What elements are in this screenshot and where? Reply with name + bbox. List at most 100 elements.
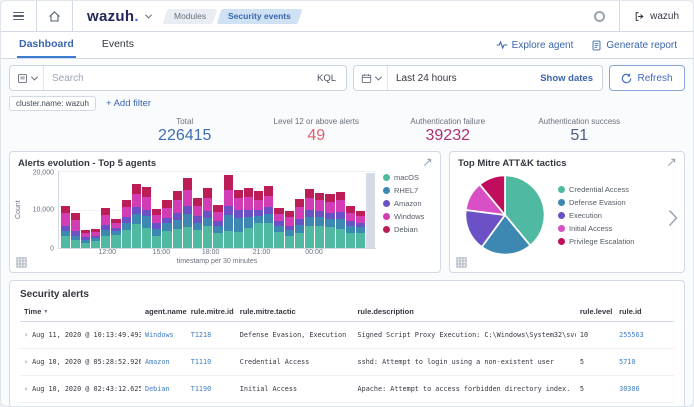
health-status-button[interactable] <box>579 1 619 31</box>
column-header-rule-mitre-id[interactable]: rule.mitre.id <box>186 303 236 322</box>
stacked-bar[interactable] <box>345 171 355 248</box>
cell-rule-mitre-id[interactable]: T1190 <box>186 375 236 403</box>
inspect-data-icon[interactable] <box>16 257 27 268</box>
generate-report-link[interactable]: Generate report <box>591 40 677 51</box>
stacked-bar[interactable] <box>305 171 315 248</box>
cell-rule-mitre-id[interactable]: T1218 <box>186 321 236 349</box>
cell-agent-name[interactable]: Windows <box>140 321 187 349</box>
inspect-data-icon[interactable] <box>456 257 467 268</box>
cell-rule-id[interactable]: 255563 <box>615 321 674 349</box>
pie-slice-defense-evasion[interactable] <box>480 214 532 256</box>
bar-segment-amazon <box>70 231 80 236</box>
legend-item-amazon[interactable]: Amazon <box>383 199 432 208</box>
cell-rule-id[interactable]: 5710 <box>615 348 674 376</box>
breadcrumb-modules[interactable]: Modules <box>162 8 218 24</box>
column-header-rule-description[interactable]: rule.description <box>353 303 576 322</box>
pie-slice-credential-access[interactable] <box>504 174 546 247</box>
legend-dot <box>383 226 390 233</box>
stacked-bar[interactable] <box>243 171 254 248</box>
menu-button[interactable] <box>1 1 37 31</box>
bar-segment-debian <box>345 206 355 213</box>
stacked-bar[interactable] <box>233 171 243 248</box>
add-filter-button[interactable]: + Add filter <box>105 98 152 109</box>
bar-segment-rhel7 <box>335 218 345 229</box>
stacked-bar[interactable] <box>192 171 203 248</box>
legend-item-macos[interactable]: macOS <box>383 173 432 182</box>
stacked-bar[interactable] <box>284 171 294 248</box>
legend-item-defense-evasion[interactable]: Defense Evasion <box>558 198 668 207</box>
bar-segment-windows <box>345 212 355 222</box>
stacked-bar[interactable] <box>172 171 182 248</box>
column-header-rule-mitre-tactic[interactable]: rule.mitre.tactic <box>235 303 354 322</box>
cell-rule-mitre-id[interactable]: T1110 <box>186 348 236 376</box>
column-header-time[interactable]: Time ▼ <box>20 303 141 322</box>
column-header-rule-level[interactable]: rule.level <box>575 303 616 322</box>
stacked-bar[interactable] <box>335 171 345 248</box>
stacked-bar[interactable] <box>203 171 213 248</box>
stacked-bar[interactable] <box>80 171 91 248</box>
time-range-value[interactable]: Last 24 hours <box>396 72 457 84</box>
legend-item-debian[interactable]: Debian <box>383 225 432 234</box>
stacked-bar[interactable] <box>131 171 141 248</box>
stacked-bar[interactable] <box>355 171 366 248</box>
expand-icon[interactable] <box>423 158 432 167</box>
pie-slice-privilege-escalation[interactable] <box>478 174 506 216</box>
stacked-bar[interactable] <box>91 171 101 248</box>
pie-svg <box>464 174 546 256</box>
legend-item-rhel7[interactable]: RHEL7 <box>383 186 432 195</box>
stacked-bar[interactable] <box>223 171 233 248</box>
stat-label: Level 12 or above alerts <box>273 117 359 126</box>
stacked-bar[interactable] <box>111 171 121 248</box>
kql-selector[interactable]: KQL <box>316 72 336 84</box>
show-dates-button[interactable]: Show dates <box>540 72 593 84</box>
saved-query-menu[interactable] <box>10 66 44 90</box>
chevron-down-icon[interactable] <box>144 11 152 19</box>
expand-row-icon[interactable]: › <box>24 358 29 366</box>
stacked-bar[interactable] <box>274 171 284 248</box>
cell-rule-id[interactable]: 30306 <box>615 375 674 403</box>
refresh-button[interactable]: Refresh <box>609 65 685 91</box>
tab-dashboard[interactable]: Dashboard <box>17 32 76 58</box>
next-page-chevron[interactable] <box>668 209 678 227</box>
user-menu[interactable]: wazuh <box>620 1 693 31</box>
stacked-bar[interactable] <box>142 171 152 248</box>
stacked-bar[interactable] <box>315 171 325 248</box>
stacked-bar[interactable] <box>294 171 304 248</box>
legend-item-windows[interactable]: Windows <box>383 212 432 221</box>
tab-events[interactable]: Events <box>101 38 134 50</box>
legend-item-initial-access[interactable]: Initial Access <box>558 224 668 233</box>
bar-segment-amazon <box>223 205 233 215</box>
stacked-bar[interactable] <box>182 171 192 248</box>
x-tick-label: 18:00 <box>201 249 220 256</box>
stacked-bar[interactable] <box>60 171 70 248</box>
explore-agent-link[interactable]: Explore agent <box>496 40 573 51</box>
stacked-bar[interactable] <box>264 171 274 248</box>
bar-segment-rhel7 <box>91 238 101 242</box>
breadcrumb-security-events[interactable]: Security events <box>216 8 303 24</box>
expand-row-icon[interactable]: › <box>24 385 29 393</box>
stacked-bar[interactable] <box>121 171 131 248</box>
stacked-bar[interactable] <box>325 171 335 248</box>
cell-agent-name[interactable]: Debian <box>140 375 187 403</box>
stacked-bar[interactable] <box>254 171 264 248</box>
stacked-bar[interactable] <box>70 171 80 248</box>
stacked-bar[interactable] <box>213 171 223 248</box>
legend-item-execution[interactable]: Execution <box>558 211 668 220</box>
legend-item-credential-access[interactable]: Credential Access <box>558 185 668 194</box>
search-input[interactable] <box>44 72 307 84</box>
filter-pill-cluster-name[interactable]: cluster.name: wazuh <box>9 96 96 111</box>
bar-segment-windows <box>254 199 264 210</box>
quick-time-menu[interactable] <box>354 66 388 90</box>
home-icon <box>49 10 60 22</box>
column-header-rule-id[interactable]: rule.id <box>615 303 674 322</box>
stacked-bar[interactable] <box>162 171 172 248</box>
legend-item-privilege-escalation[interactable]: Privilege Escalation <box>558 237 668 246</box>
expand-row-icon[interactable]: › <box>24 331 29 339</box>
home-button[interactable] <box>37 1 73 31</box>
wazuh-logo[interactable]: wazuh. <box>87 8 139 25</box>
column-header-agent-name[interactable]: agent.name <box>140 303 187 322</box>
stacked-bar[interactable] <box>152 171 162 248</box>
expand-icon[interactable] <box>667 158 676 167</box>
stacked-bar[interactable] <box>101 171 111 248</box>
cell-agent-name[interactable]: Amazon <box>140 348 187 376</box>
